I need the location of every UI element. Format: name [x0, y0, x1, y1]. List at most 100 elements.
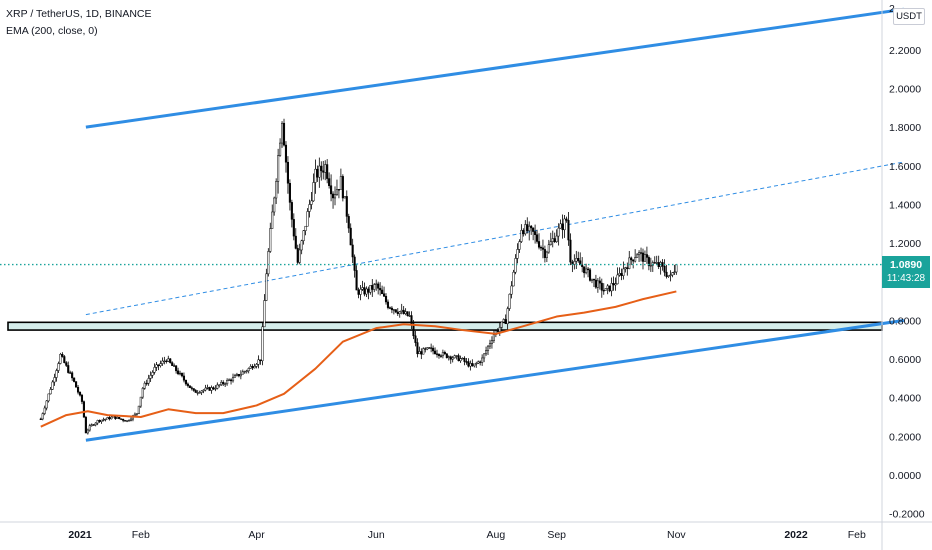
candle-body: [400, 309, 403, 312]
currency-badge[interactable]: USDT: [893, 8, 925, 25]
candle-body: [129, 418, 133, 421]
candle-body: [145, 382, 148, 385]
candle-body: [261, 326, 264, 362]
price-axis-label: 2.0000: [889, 84, 921, 96]
candle-body: [296, 248, 299, 263]
candle-body: [428, 347, 431, 349]
candle-body: [357, 289, 360, 295]
candle-body: [559, 223, 562, 229]
last-price-badge: 1.0890 11:43:28: [882, 256, 930, 288]
candle-body: [198, 392, 201, 394]
candle-body: [332, 193, 335, 199]
candle-body: [59, 354, 62, 364]
candle-body: [510, 285, 513, 295]
candle-body: [555, 235, 558, 242]
candle-body: [78, 391, 82, 396]
candle-body: [606, 285, 609, 289]
candle-body: [343, 196, 346, 199]
candle-body: [292, 219, 295, 237]
candle-body: [420, 351, 423, 355]
candle-body: [161, 360, 164, 364]
candle-body: [669, 274, 672, 277]
candle-body: [126, 420, 129, 422]
candle-body: [155, 364, 158, 368]
candle-body: [306, 211, 309, 227]
candle-body: [392, 309, 395, 311]
candle-body: [365, 288, 368, 295]
ema-legend[interactable]: EMA (200, close, 0): [6, 25, 98, 37]
candle-body: [339, 176, 342, 190]
candle-body: [302, 230, 305, 241]
candle-body: [133, 413, 136, 416]
candle-body: [638, 252, 641, 256]
candle-body: [65, 362, 68, 366]
candle-body: [441, 352, 444, 357]
candle-body: [216, 384, 219, 389]
candle-body: [75, 381, 78, 388]
candle-body: [504, 319, 507, 325]
support-zone: [7, 321, 883, 331]
time-axis-label: Aug: [487, 529, 506, 541]
candle-body: [492, 334, 495, 341]
symbol-title[interactable]: XRP / TetherUS, 1D, BINANCE: [6, 8, 152, 20]
candle-body: [190, 387, 193, 389]
candle-body: [241, 371, 244, 375]
price-axis-label: 0.4000: [889, 393, 921, 405]
candle-body: [537, 241, 541, 248]
candle-body: [151, 372, 154, 376]
candle-body: [208, 387, 211, 391]
candle-body: [239, 373, 242, 377]
candle-body: [561, 223, 564, 231]
candle-body: [539, 247, 543, 249]
candle-body: [200, 390, 203, 393]
candle-body: [626, 267, 629, 269]
candle-body: [473, 363, 476, 367]
candle-body: [545, 251, 548, 258]
candle-body: [408, 315, 411, 317]
candle-body: [120, 418, 123, 420]
candle-body: [116, 417, 119, 419]
candle-body: [543, 249, 546, 258]
candle-body: [71, 372, 74, 379]
candle-body: [320, 165, 323, 172]
candle-body: [247, 368, 250, 372]
candle-body: [381, 289, 384, 295]
candle-body: [390, 307, 393, 311]
candle-body: [592, 278, 596, 281]
candle-body: [284, 144, 288, 163]
candle-body: [610, 283, 613, 292]
candle-body: [257, 359, 260, 365]
candle-body: [231, 377, 235, 382]
candle-body: [55, 370, 58, 378]
candle-body: [439, 355, 442, 357]
candle-body: [569, 239, 572, 263]
candle-body: [675, 264, 678, 273]
candle-body: [294, 235, 297, 249]
candle-body: [636, 254, 639, 258]
candle-body: [463, 357, 466, 362]
candle-body: [361, 287, 364, 290]
price-axis-label: 1.8000: [889, 122, 921, 134]
candle-body: [594, 279, 597, 288]
candle-body: [639, 252, 643, 254]
candle-body: [300, 240, 303, 251]
candle-body: [92, 424, 95, 426]
price-axis-label: -0.2000: [889, 509, 925, 521]
candle-body: [251, 366, 254, 369]
candle-body: [202, 389, 205, 392]
candle-body: [567, 220, 570, 241]
candle-body: [165, 360, 168, 362]
candle-body: [196, 392, 199, 394]
candle-body: [445, 353, 448, 358]
candle-body: [326, 164, 329, 179]
time-axis-label: Jun: [368, 529, 385, 541]
candle-body: [367, 288, 370, 293]
candle-body: [563, 218, 566, 231]
time-axis-label: Sep: [547, 529, 566, 541]
candle-body: [282, 122, 286, 146]
candle-body: [275, 181, 278, 199]
upper-channel-line: [85, 7, 905, 129]
candle-body: [600, 282, 603, 291]
